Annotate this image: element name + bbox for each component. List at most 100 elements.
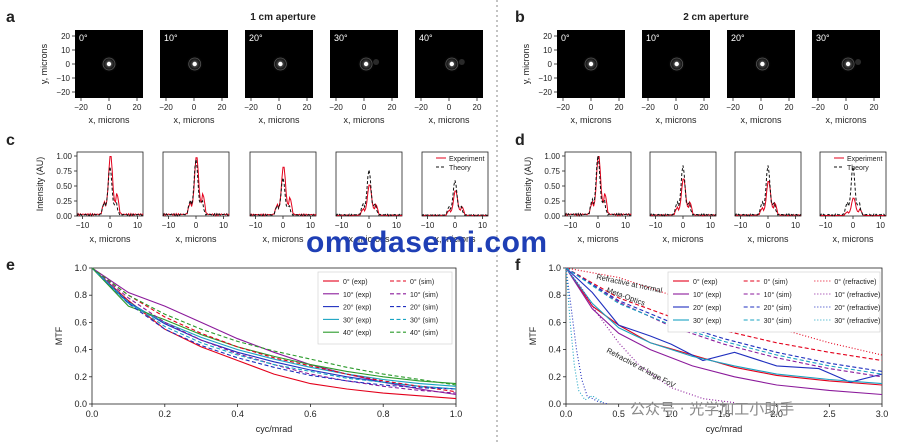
x-tick-label: 1.0 xyxy=(665,409,678,419)
legend-label: 0° (refractive) xyxy=(834,278,876,286)
x-tick-label: −20 xyxy=(329,103,343,112)
psf-angle-label: 0° xyxy=(561,33,570,43)
mtf-series-line xyxy=(91,267,457,400)
x-axis-label: x, microns xyxy=(832,234,874,244)
x-tick-label: 10 xyxy=(791,221,800,230)
x-axis-label: x, microns xyxy=(262,234,304,244)
y-tick-label: 0.25 xyxy=(56,197,72,206)
mtf-series-line xyxy=(91,267,457,390)
profile-row-d: −10 0 10x, microns−10 0 10x, microns−10 0 10x,… xyxy=(523,151,887,244)
x-tick-label: 0 xyxy=(674,103,679,112)
psf-angle-label: 10° xyxy=(164,33,178,43)
mtf-series-line xyxy=(565,267,883,375)
x-axis-label: x, microns xyxy=(577,234,619,244)
x-tick-label: 2.0 xyxy=(770,409,783,419)
legend-label: 20° (sim) xyxy=(764,304,792,312)
panel-a-title: 1 cm aperture xyxy=(250,12,316,23)
psf-spot xyxy=(588,61,594,67)
mtf-series-line xyxy=(91,267,457,396)
panel-label-f: f xyxy=(515,257,521,274)
x-tick-label: 0.4 xyxy=(231,409,244,419)
x-tick-label: 0 xyxy=(277,103,282,112)
x-tick-label: 10 xyxy=(392,221,401,230)
y-tick-label: 0.25 xyxy=(544,197,560,206)
mtf-series-line xyxy=(91,267,457,386)
profile-experiment-line xyxy=(819,197,887,217)
x-tick-label: −10 xyxy=(76,221,90,230)
y-tick-label: 0.2 xyxy=(74,372,87,382)
legend-label: 0° (exp) xyxy=(693,278,718,286)
x-axis-label: cyc/mrad xyxy=(706,424,743,434)
y-tick-label: −10 xyxy=(538,74,552,83)
legend-label: 0° (exp) xyxy=(343,278,368,286)
x-tick-label: 0.5 xyxy=(612,409,625,419)
x-tick-label: 0 xyxy=(281,221,286,230)
x-axis-label: x, microns xyxy=(747,234,789,244)
y-tick-label: 0.6 xyxy=(74,317,87,327)
x-axis-label: x, microns xyxy=(434,234,476,244)
psf-spot xyxy=(192,61,197,67)
mtf-chart-e: 0.0 0.2 0.4 0.6 0.8 1.0 0.0 0.2 0.4 0.6 0.8 1.0 cyc/… xyxy=(54,263,462,434)
x-tick-label: −20 xyxy=(641,103,655,112)
panel-label-d: d xyxy=(515,132,525,149)
mtf-series-line xyxy=(565,267,883,378)
x-tick-label: −10 xyxy=(819,221,833,230)
mtf-series-line xyxy=(565,267,735,404)
y-tick-label: 1.00 xyxy=(56,152,72,161)
panel-label-a: a xyxy=(6,9,15,26)
mtf-series-line xyxy=(91,267,457,393)
y-tick-label: 0.8 xyxy=(74,290,87,300)
x-tick-label: −20 xyxy=(726,103,740,112)
legend-experiment-label: Experiment xyxy=(847,156,882,163)
y-tick-label: 0.00 xyxy=(544,212,560,221)
legend-experiment-label: Experiment xyxy=(449,156,484,163)
y-tick-label: 0.50 xyxy=(544,182,560,191)
x-tick-label: 0 xyxy=(194,221,199,230)
x-tick-label: 0.0 xyxy=(560,409,573,419)
x-axis-label: x, microns xyxy=(428,115,470,125)
x-tick-label: −20 xyxy=(556,103,570,112)
x-tick-label: −20 xyxy=(811,103,825,112)
y-tick-label: 1.0 xyxy=(74,263,87,273)
y-tick-label: 0.75 xyxy=(56,167,72,176)
x-tick-label: 0.2 xyxy=(159,409,172,419)
x-tick-label: 20 xyxy=(615,103,624,112)
psf-ring xyxy=(670,57,684,71)
panel-b-title: 2 cm aperture xyxy=(683,12,749,23)
x-tick-label: 20 xyxy=(303,103,312,112)
y-tick-label: 0.2 xyxy=(548,372,561,382)
y-tick-label: −10 xyxy=(56,74,70,83)
x-tick-label: 2.5 xyxy=(823,409,836,419)
x-tick-label: 0 xyxy=(107,103,112,112)
panel-label-e: e xyxy=(6,257,15,274)
y-tick-label: −20 xyxy=(56,88,70,97)
x-tick-label: 3.0 xyxy=(876,409,889,419)
x-tick-label: −10 xyxy=(162,221,176,230)
y-axis-label: MTF xyxy=(528,326,538,345)
psf-flare xyxy=(373,59,380,65)
x-tick-label: 1.5 xyxy=(718,409,731,419)
psf-ring xyxy=(841,57,855,71)
profile-theory-line xyxy=(564,155,632,217)
y-axis-label: y, microns xyxy=(39,43,49,84)
mtf-series-line xyxy=(565,267,883,372)
y-tick-label: 1.0 xyxy=(548,263,561,273)
legend-label: 30° (refractive) xyxy=(834,317,880,325)
y-tick-label: 0.4 xyxy=(74,345,87,355)
psf-spot xyxy=(449,61,454,67)
psf-angle-label: 0° xyxy=(79,33,88,43)
mtf-series-line xyxy=(565,267,883,383)
legend-label: 10° (refractive) xyxy=(834,291,880,299)
y-axis-label: Intensity (AU) xyxy=(523,157,533,212)
x-tick-label: 0 xyxy=(367,221,372,230)
x-axis-label: x, microns xyxy=(258,115,300,125)
profile-theory-line xyxy=(734,165,802,217)
mtf-series-line xyxy=(565,267,604,404)
x-tick-label: −10 xyxy=(734,221,748,230)
psf-angle-label: 30° xyxy=(816,33,830,43)
legend-label: 30° (exp) xyxy=(693,317,721,325)
psf-spot xyxy=(363,61,369,67)
x-axis-label: x, microns xyxy=(88,115,130,125)
y-tick-label: 20 xyxy=(61,32,70,41)
x-tick-label: 0 xyxy=(596,221,601,230)
